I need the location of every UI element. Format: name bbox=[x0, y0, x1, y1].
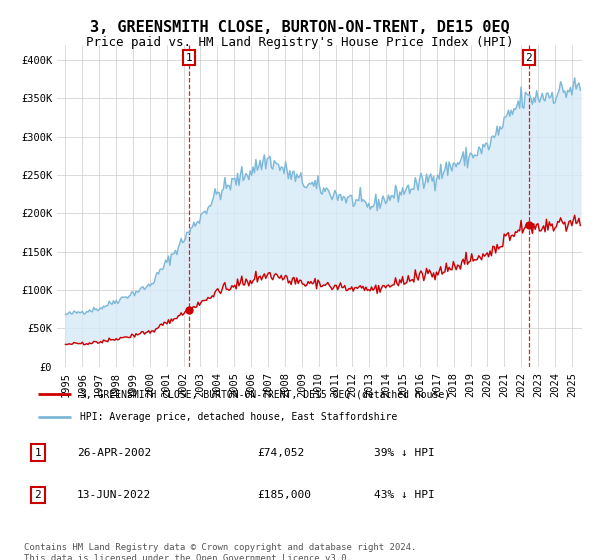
Text: £185,000: £185,000 bbox=[257, 490, 311, 500]
Text: HPI: Average price, detached house, East Staffordshire: HPI: Average price, detached house, East… bbox=[79, 412, 397, 422]
Text: 1: 1 bbox=[35, 448, 41, 458]
Text: 1: 1 bbox=[185, 53, 193, 63]
Text: 3, GREENSMITH CLOSE, BURTON-ON-TRENT, DE15 0EQ: 3, GREENSMITH CLOSE, BURTON-ON-TRENT, DE… bbox=[90, 20, 510, 35]
Text: 26-APR-2002: 26-APR-2002 bbox=[77, 448, 151, 458]
Text: 43% ↓ HPI: 43% ↓ HPI bbox=[374, 490, 434, 500]
Text: Price paid vs. HM Land Registry's House Price Index (HPI): Price paid vs. HM Land Registry's House … bbox=[86, 36, 514, 49]
Text: 13-JUN-2022: 13-JUN-2022 bbox=[77, 490, 151, 500]
Text: 39% ↓ HPI: 39% ↓ HPI bbox=[374, 448, 434, 458]
Text: Contains HM Land Registry data © Crown copyright and database right 2024.
This d: Contains HM Land Registry data © Crown c… bbox=[24, 543, 416, 560]
Text: 2: 2 bbox=[35, 490, 41, 500]
Text: 2: 2 bbox=[526, 53, 532, 63]
Text: 3, GREENSMITH CLOSE, BURTON-ON-TRENT, DE15 0EQ (detached house): 3, GREENSMITH CLOSE, BURTON-ON-TRENT, DE… bbox=[79, 389, 449, 399]
Text: £74,052: £74,052 bbox=[257, 448, 304, 458]
